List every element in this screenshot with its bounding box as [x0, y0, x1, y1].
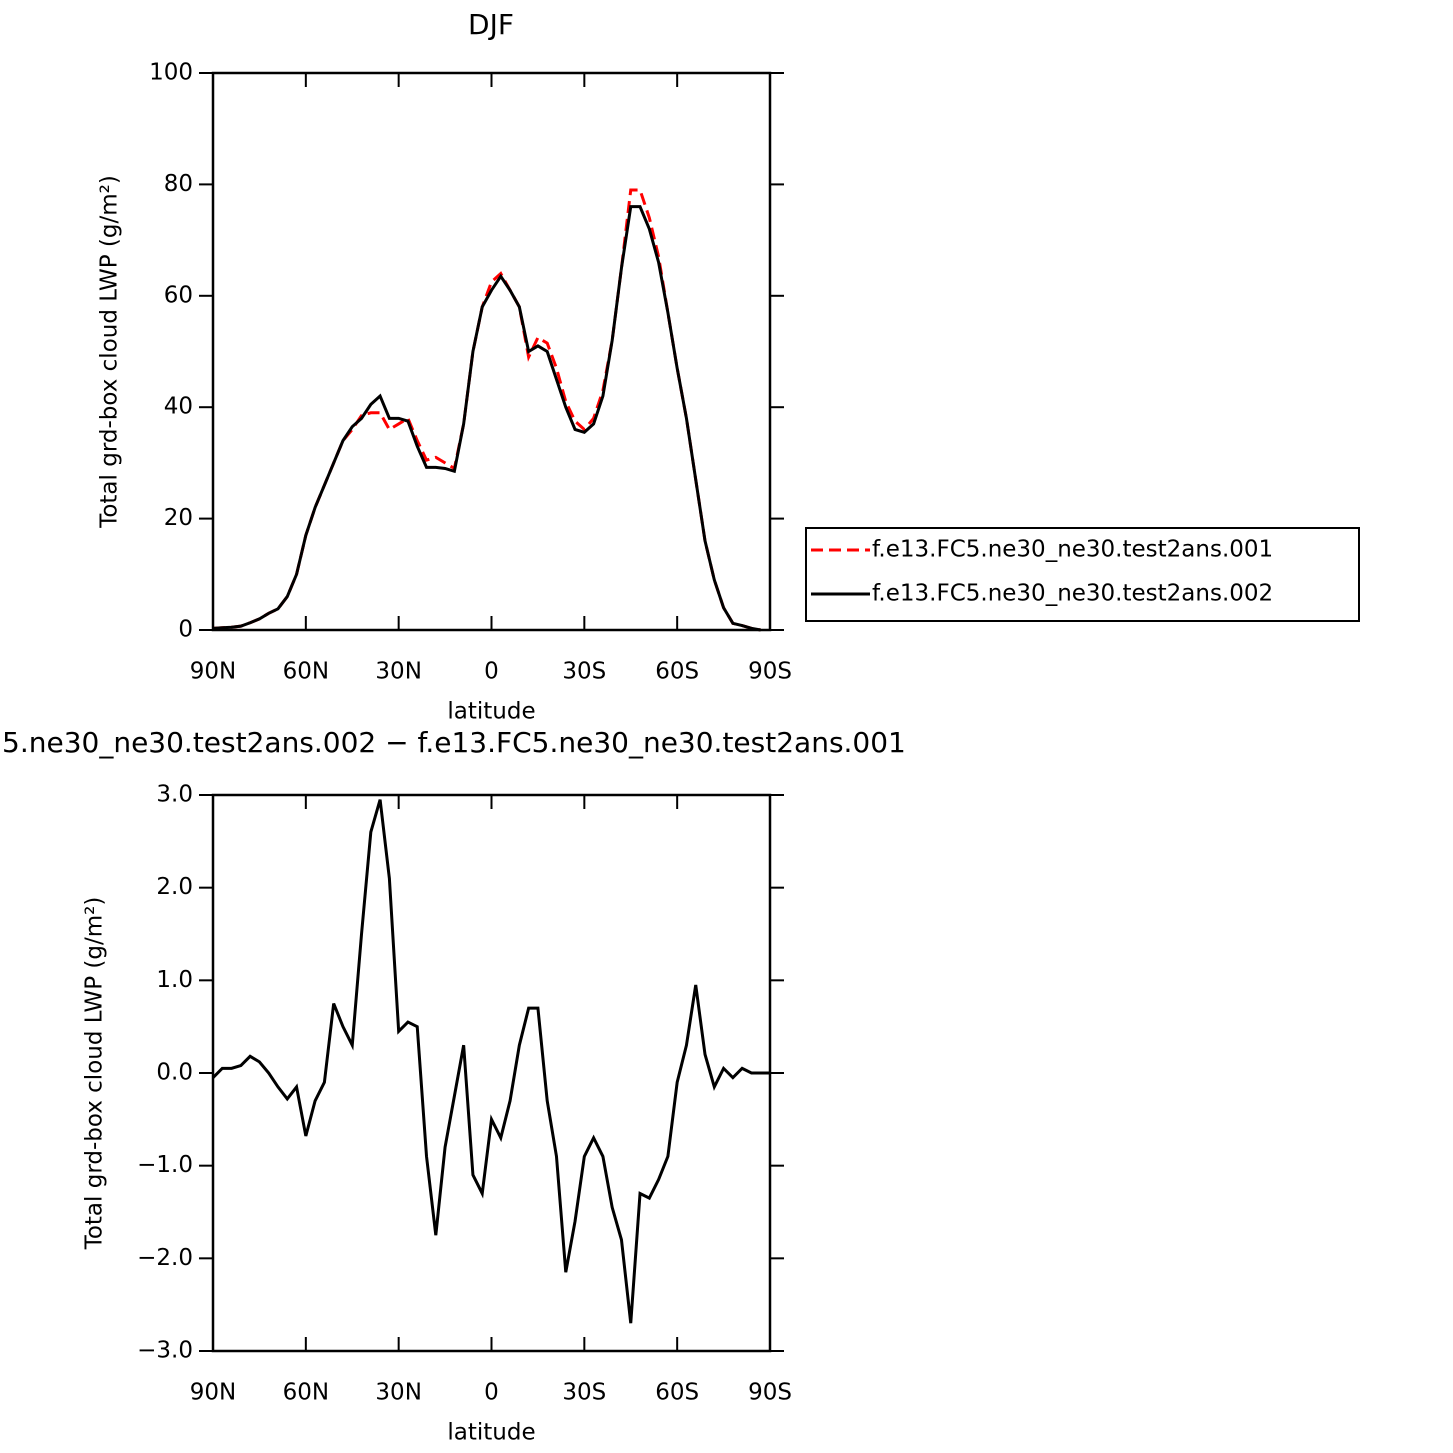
x-tick-label: 60S: [655, 1380, 699, 1406]
x-tick-label: 90S: [748, 1380, 792, 1406]
x-tick-label: 30N: [375, 1380, 421, 1406]
legend-box: [805, 527, 1360, 622]
y-tick-label: 80: [164, 171, 193, 197]
chart-title: DJF: [468, 8, 514, 41]
x-tick-label: 30N: [375, 659, 421, 685]
data-line: [211, 799, 770, 1324]
plot-frame: [211, 71, 772, 632]
y-tick-label: 100: [149, 60, 193, 86]
x-tick-label: 30S: [562, 659, 606, 685]
y-tick-label: −3.0: [137, 1338, 193, 1364]
x-tick-label: 90S: [748, 659, 792, 685]
y-tick-label: 3.0: [156, 782, 193, 808]
x-axis-label: latitude: [447, 699, 535, 725]
x-tick-label: 30S: [562, 1380, 606, 1406]
x-tick-label: 60N: [283, 659, 329, 685]
y-tick-label: 40: [164, 394, 193, 420]
x-tick-label: 90N: [190, 659, 236, 685]
legend-label: f.e13.FC5.ne30_ne30.test2ans.002: [872, 581, 1273, 607]
x-tick-label: 0: [484, 659, 499, 685]
plot-frame: [211, 793, 772, 1353]
x-axis-label: latitude: [447, 1420, 535, 1446]
y-tick-label: 2.0: [156, 874, 193, 900]
x-tick-label: 60S: [655, 659, 699, 685]
x-tick-label: 60N: [283, 1380, 329, 1406]
x-tick-label: 0: [484, 1380, 499, 1406]
y-tick-label: −1.0: [137, 1152, 193, 1178]
y-tick-label: 1.0: [156, 967, 193, 993]
y-tick-label: 60: [164, 282, 193, 308]
y-tick-label: 0: [178, 617, 193, 643]
y-axis-label: Total grd-box cloud LWP (g/m²): [82, 897, 108, 1251]
y-tick-label: −2.0: [137, 1245, 193, 1271]
y-tick-label: 20: [164, 505, 193, 531]
legend-label: f.e13.FC5.ne30_ne30.test2ans.001: [872, 537, 1273, 563]
data-line: [212, 205, 761, 632]
chart-title: 5.ne30_ne30.test2ans.002 − f.e13.FC5.ne3…: [2, 726, 906, 759]
y-tick-label: 0.0: [156, 1060, 193, 1086]
x-tick-label: 90N: [190, 1380, 236, 1406]
y-axis-label: Total grd-box cloud LWP (g/m²): [97, 175, 123, 529]
